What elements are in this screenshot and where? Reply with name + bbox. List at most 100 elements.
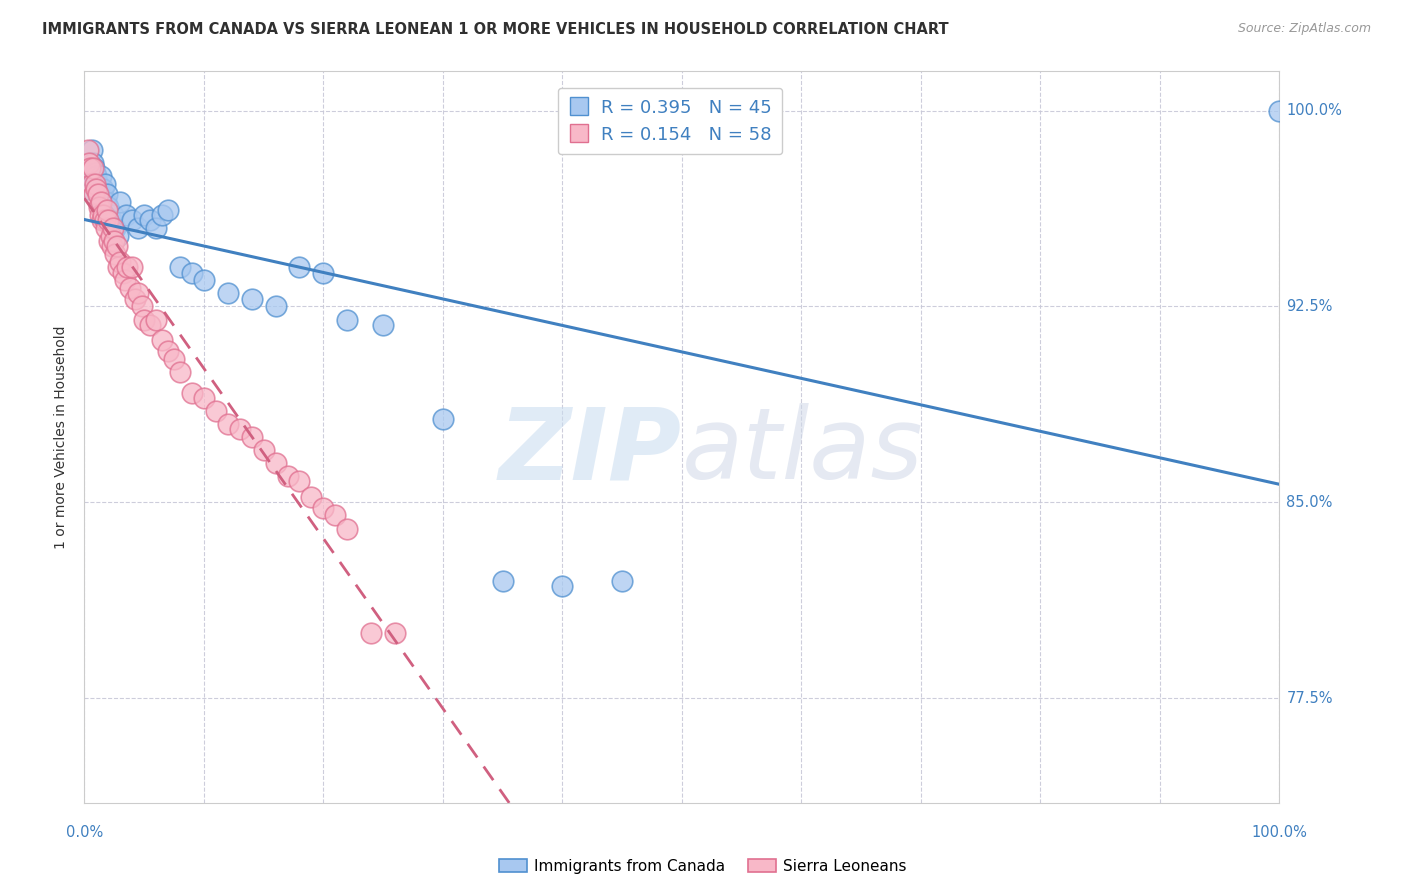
Point: [80, 177, 103, 191]
Point: [101, 239, 124, 253]
Point: [110, 255, 132, 269]
Point: [105, 239, 128, 253]
Point: [84, 169, 107, 183]
Point: [100, 229, 122, 244]
Point: [127, 221, 149, 235]
Text: 100.0%: 100.0%: [1251, 825, 1308, 840]
Text: 100.0%: 100.0%: [1286, 103, 1343, 118]
Point: [79, 161, 101, 175]
Point: [84, 182, 107, 196]
Point: [93, 177, 115, 191]
Point: [157, 343, 180, 358]
Point: [193, 391, 215, 405]
Point: [114, 273, 136, 287]
Point: [371, 318, 394, 332]
Point: [163, 351, 186, 366]
Point: [115, 208, 138, 222]
Point: [97, 200, 120, 214]
Point: [79, 169, 101, 183]
Point: [240, 430, 263, 444]
Point: [90, 169, 112, 183]
Point: [77, 143, 100, 157]
Point: [87, 200, 110, 214]
Point: [104, 221, 127, 235]
Point: [132, 312, 156, 326]
Point: [205, 404, 228, 418]
Point: [87, 182, 110, 196]
Point: [139, 213, 162, 227]
Point: [127, 286, 149, 301]
Point: [150, 208, 173, 222]
Point: [492, 574, 515, 588]
Point: [84, 166, 107, 180]
Point: [110, 194, 132, 209]
Point: [94, 221, 117, 235]
Point: [1268, 103, 1291, 118]
Point: [193, 273, 215, 287]
Point: [80, 143, 103, 157]
Point: [169, 365, 191, 379]
Point: [228, 422, 252, 436]
Point: [217, 286, 239, 301]
Point: [89, 187, 111, 202]
Point: [132, 208, 156, 222]
Point: [91, 213, 114, 227]
Point: [83, 187, 105, 202]
Point: [93, 208, 115, 222]
Legend: Immigrants from Canada, Sierra Leoneans: Immigrants from Canada, Sierra Leoneans: [494, 853, 912, 880]
Point: [83, 161, 105, 175]
Point: [103, 234, 125, 248]
Point: [100, 213, 122, 227]
Point: [312, 500, 335, 515]
Point: [90, 194, 112, 209]
Point: [276, 469, 298, 483]
Point: [82, 155, 104, 169]
Point: [98, 234, 121, 248]
Point: [111, 266, 134, 280]
Point: [82, 161, 104, 175]
Point: [312, 266, 335, 280]
Text: Source: ZipAtlas.com: Source: ZipAtlas.com: [1237, 22, 1371, 36]
Text: 92.5%: 92.5%: [1286, 299, 1333, 314]
Point: [131, 300, 153, 314]
Point: [121, 213, 143, 227]
Point: [77, 182, 100, 196]
Point: [86, 177, 108, 191]
Point: [139, 318, 162, 332]
Point: [89, 208, 111, 222]
Point: [360, 626, 382, 640]
Point: [101, 221, 124, 235]
Point: [118, 281, 141, 295]
Point: [121, 260, 143, 275]
Point: [432, 411, 454, 425]
Legend: R = 0.395   N = 45, R = 0.154   N = 58: R = 0.395 N = 45, R = 0.154 N = 58: [558, 87, 782, 154]
Point: [145, 312, 167, 326]
Point: [86, 187, 108, 202]
Point: [288, 260, 311, 275]
Point: [180, 385, 202, 400]
Point: [94, 194, 117, 209]
Point: [610, 574, 633, 588]
Text: 77.5%: 77.5%: [1286, 690, 1333, 706]
Point: [264, 456, 287, 470]
Point: [264, 300, 287, 314]
Point: [124, 292, 146, 306]
Point: [145, 221, 167, 235]
Point: [84, 177, 107, 191]
Text: atlas: atlas: [682, 403, 924, 500]
Point: [107, 260, 129, 275]
Point: [157, 202, 180, 217]
Point: [107, 229, 129, 244]
Point: [288, 475, 311, 489]
Point: [253, 443, 276, 458]
Point: [240, 292, 263, 306]
Point: [96, 187, 118, 202]
Text: 85.0%: 85.0%: [1286, 495, 1333, 510]
Text: IMMIGRANTS FROM CANADA VS SIERRA LEONEAN 1 OR MORE VEHICLES IN HOUSEHOLD CORRELA: IMMIGRANTS FROM CANADA VS SIERRA LEONEAN…: [42, 22, 949, 37]
Point: [91, 194, 114, 209]
Y-axis label: 1 or more Vehicles in Household: 1 or more Vehicles in Household: [55, 326, 69, 549]
Point: [169, 260, 191, 275]
Point: [93, 182, 115, 196]
Point: [336, 522, 359, 536]
Point: [96, 202, 118, 217]
